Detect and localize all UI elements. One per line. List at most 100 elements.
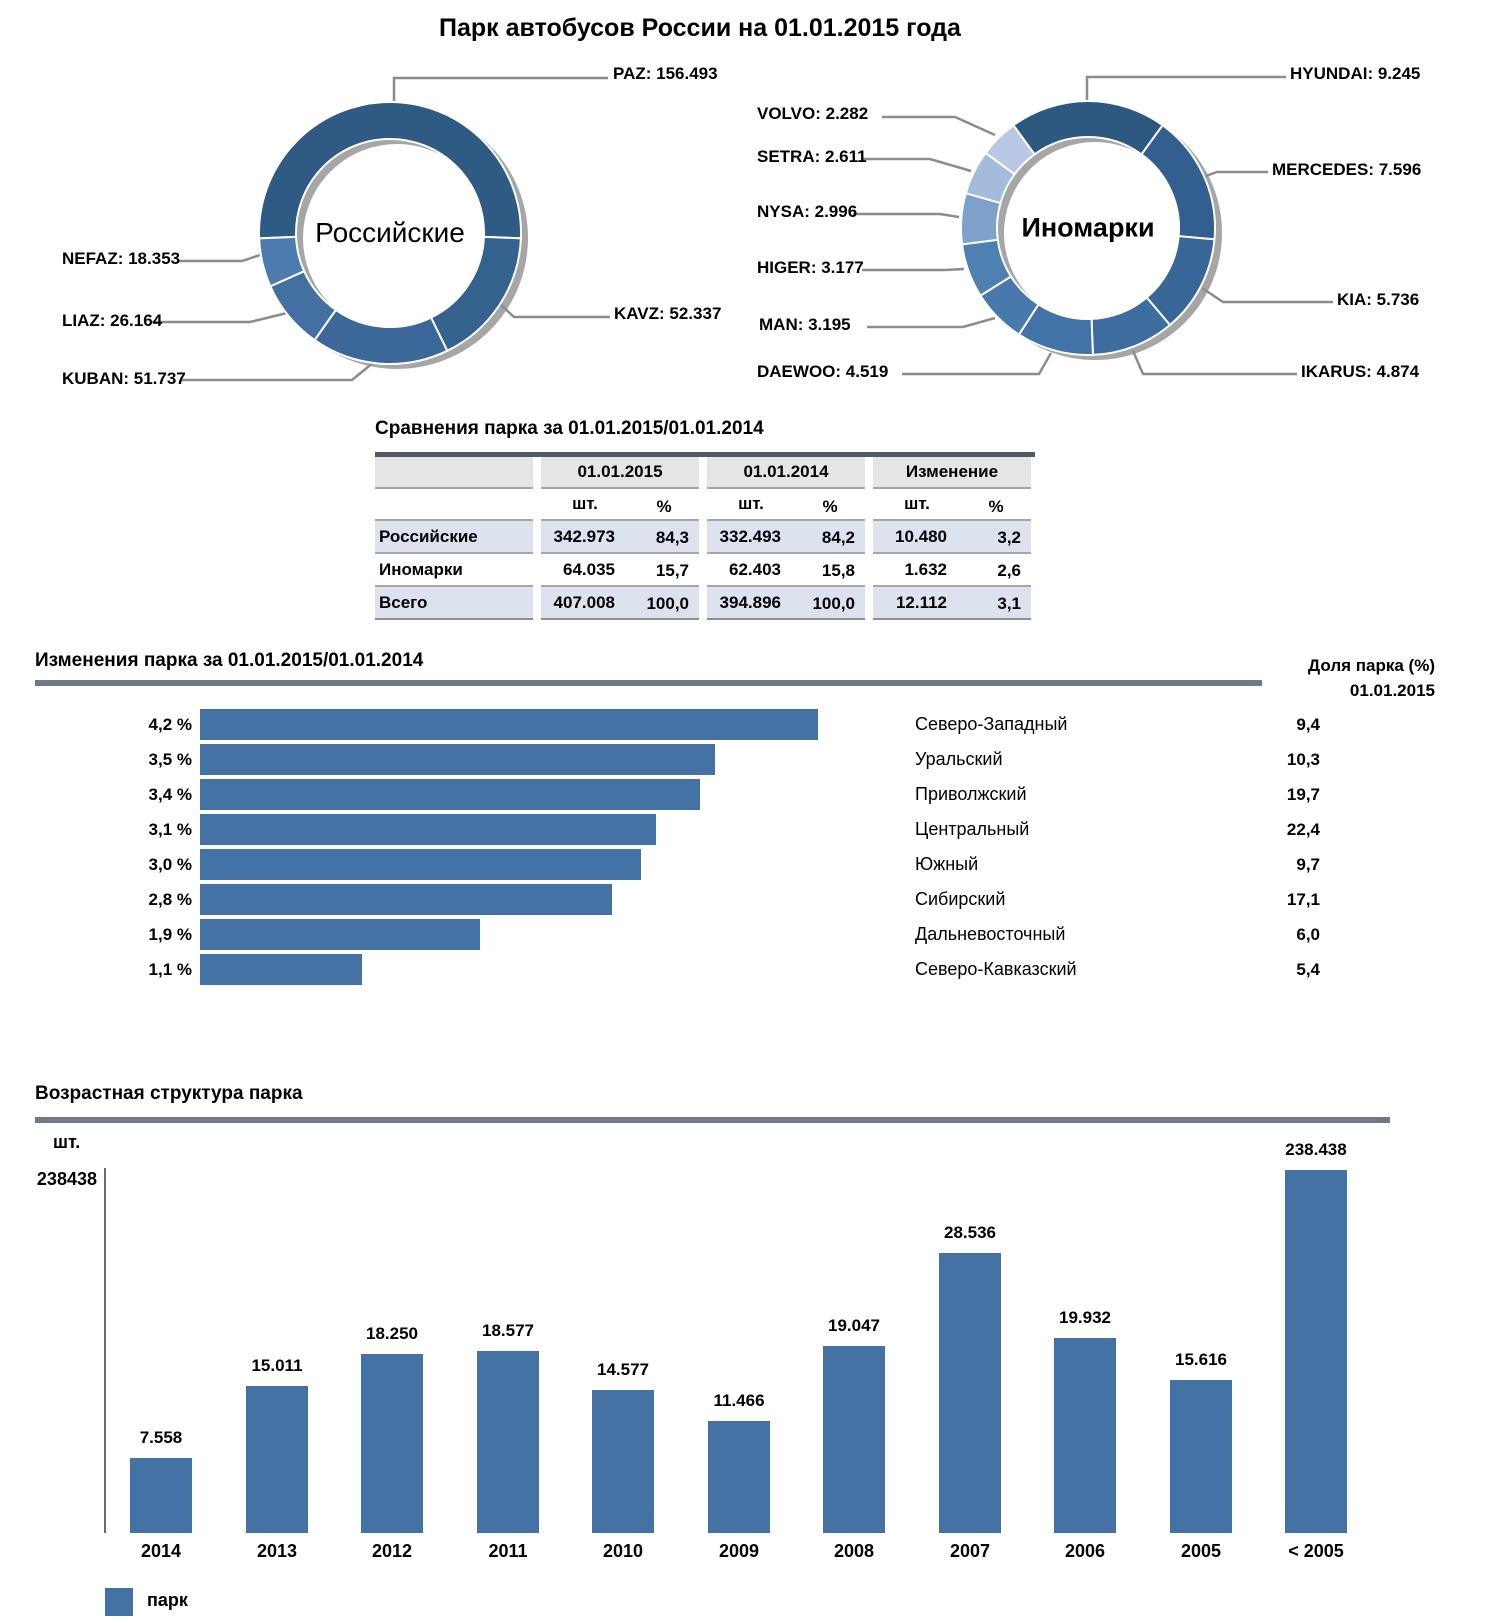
- age-chart-title: Возрастная структура парка: [35, 1083, 303, 1104]
- region-change-value: 3,5 %: [148, 750, 192, 769]
- age-bar-category: 2008: [833, 1541, 875, 1561]
- donut-label-man: MAN: 3.195: [759, 315, 851, 334]
- donut-label-kia: KIA: 5.736: [1337, 290, 1420, 309]
- region-row-7: 1,1 % Северо-Кавказский 5,4: [35, 954, 1455, 985]
- region-name: Центральный: [915, 819, 1030, 839]
- region-share-value: 17,1: [1286, 890, 1320, 909]
- legend-swatch: [105, 1588, 133, 1616]
- donut-center-label-foreign: Иномарки: [1021, 212, 1155, 243]
- table-row-label: Российские: [375, 521, 533, 554]
- comparison-table-top-border: [375, 452, 1035, 457]
- donut-chart-russian: [258, 101, 522, 365]
- region-row-5: 2,8 % Сибирский 17,1: [35, 884, 1455, 915]
- age-bar-value: 14.577: [597, 1360, 649, 1379]
- table-cell: 3,1: [961, 587, 1031, 620]
- region-row-4: 3,0 % Южный 9,7: [35, 849, 1455, 880]
- age-bar-category: 2010: [602, 1541, 644, 1561]
- age-bar-category: 2005: [1180, 1541, 1222, 1561]
- leader-line-volvo: [882, 115, 996, 137]
- donut-label-daewoo: DAEWOO: 4.519: [757, 362, 889, 381]
- comparison-table-title: Сравнения парка за 01.01.2015/01.01.2014: [375, 418, 764, 439]
- region-share-value: 9,4: [1296, 715, 1320, 734]
- region-change-value: 1,9 %: [148, 925, 192, 944]
- table-cell: 64.035: [541, 554, 629, 587]
- donut-label-liaz: LIAZ: 26.164: [62, 311, 163, 330]
- age-bar-2005: [1285, 1170, 1347, 1533]
- region-name: Приволжский: [915, 784, 1027, 804]
- table-subheader-units: шт.: [707, 489, 795, 521]
- donut-segment-hyundai: [1011, 100, 1165, 156]
- leader-line-liaz: [152, 311, 288, 324]
- age-bar-category: < 2005: [1288, 1541, 1344, 1561]
- age-bar-2010: [592, 1390, 654, 1533]
- region-bar-chart: 4,2 % Северо-Западный 9,4 3,5 % Уральский 10,…: [35, 709, 1455, 999]
- region-name: Уральский: [915, 749, 1003, 769]
- region-change-bar: [200, 814, 656, 845]
- region-row-0: 4,2 % Северо-Западный 9,4: [35, 709, 1455, 740]
- region-chart-title: Изменения парка за 01.01.2015/01.01.2014: [35, 650, 424, 671]
- age-bar-category: 2007: [949, 1541, 991, 1561]
- table-subheader-empty: [375, 489, 533, 521]
- table-cell: 15,8: [795, 554, 865, 587]
- donut-label-kavz: KAVZ: 52.337: [614, 304, 722, 323]
- region-share-value: 19,7: [1286, 785, 1320, 804]
- table-cell: 394.896: [707, 587, 795, 620]
- age-bar-category: 2006: [1064, 1541, 1106, 1561]
- donut-label-ikarus: IKARUS: 4.874: [1301, 362, 1420, 381]
- region-row-2: 3,4 % Приволжский 19,7: [35, 779, 1455, 810]
- age-chart-unit-label: шт.: [53, 1132, 81, 1152]
- region-change-value: 3,1 %: [148, 820, 192, 839]
- age-bar-value: 11.466: [713, 1391, 765, 1410]
- age-bar-value: 238.438: [1285, 1140, 1347, 1159]
- donut-label-mercedes: MERCEDES: 7.596: [1272, 160, 1422, 179]
- donut-label-nefaz: NEFAZ: 18.353: [62, 249, 181, 268]
- table-cell: 1.632: [873, 554, 961, 587]
- age-bar-category: 2012: [371, 1541, 413, 1561]
- table-subheader-pct: %: [795, 489, 865, 521]
- region-name: Сибирский: [915, 889, 1006, 909]
- table-cell: 407.008: [541, 587, 629, 620]
- leader-line-nysa: [853, 212, 960, 219]
- age-bar-value: 28.536: [944, 1223, 996, 1242]
- table-colgroup-2014: 01.01.2014: [707, 457, 865, 489]
- region-change-bar: [200, 884, 612, 915]
- age-bar-2006: [1054, 1338, 1116, 1533]
- table-subheader-pct: %: [961, 489, 1031, 521]
- region-share-value: 5,4: [1296, 960, 1320, 979]
- region-change-bar: [200, 954, 362, 985]
- share-column-header: Доля парка (%): [1308, 656, 1435, 675]
- leader-line-kuban: [180, 361, 375, 382]
- leader-line-daewoo: [902, 352, 1053, 376]
- table-row-label: Иномарки: [375, 554, 533, 587]
- leader-line-mercedes: [1202, 170, 1268, 179]
- table-subheader-units: шт.: [873, 489, 961, 521]
- age-bar-2013: [246, 1386, 308, 1533]
- table-cell: 15,7: [629, 554, 699, 587]
- donut-label-setra: SETRA: 2.611: [757, 147, 867, 166]
- table-cell: 2,6: [961, 554, 1031, 587]
- age-chart-axis-max: 238438: [36, 1169, 97, 1189]
- age-bar-value: 19.047: [828, 1316, 880, 1335]
- region-change-bar: [200, 744, 715, 775]
- donut-center-label-russian: Российские: [315, 217, 465, 248]
- leader-line-hyundai: [1085, 75, 1286, 102]
- leader-line-higer: [862, 267, 965, 272]
- region-change-bar: [200, 849, 641, 880]
- age-bar-category: 2011: [488, 1541, 528, 1561]
- age-bar-2011: [477, 1351, 539, 1533]
- region-row-3: 3,1 % Центральный 22,4: [35, 814, 1455, 845]
- leader-line-ikarus: [1131, 350, 1297, 376]
- age-bar-value: 18.577: [482, 1321, 534, 1340]
- region-name: Северо-Западный: [915, 714, 1068, 734]
- table-cell: 84,2: [795, 521, 865, 554]
- region-row-1: 3,5 % Уральский 10,3: [35, 744, 1455, 775]
- table-cell: 100,0: [795, 587, 865, 620]
- table-cell: 100,0: [629, 587, 699, 620]
- age-bar-2005: [1170, 1380, 1232, 1533]
- age-bar-value: 15.616: [1175, 1350, 1227, 1369]
- age-bar-value: 18.250: [366, 1324, 418, 1343]
- share-column-subheader: 01.01.2015: [1349, 681, 1435, 700]
- donut-segment-nefaz: [258, 235, 306, 288]
- age-bar-2012: [361, 1354, 423, 1533]
- age-chart-rule: [35, 1117, 1390, 1123]
